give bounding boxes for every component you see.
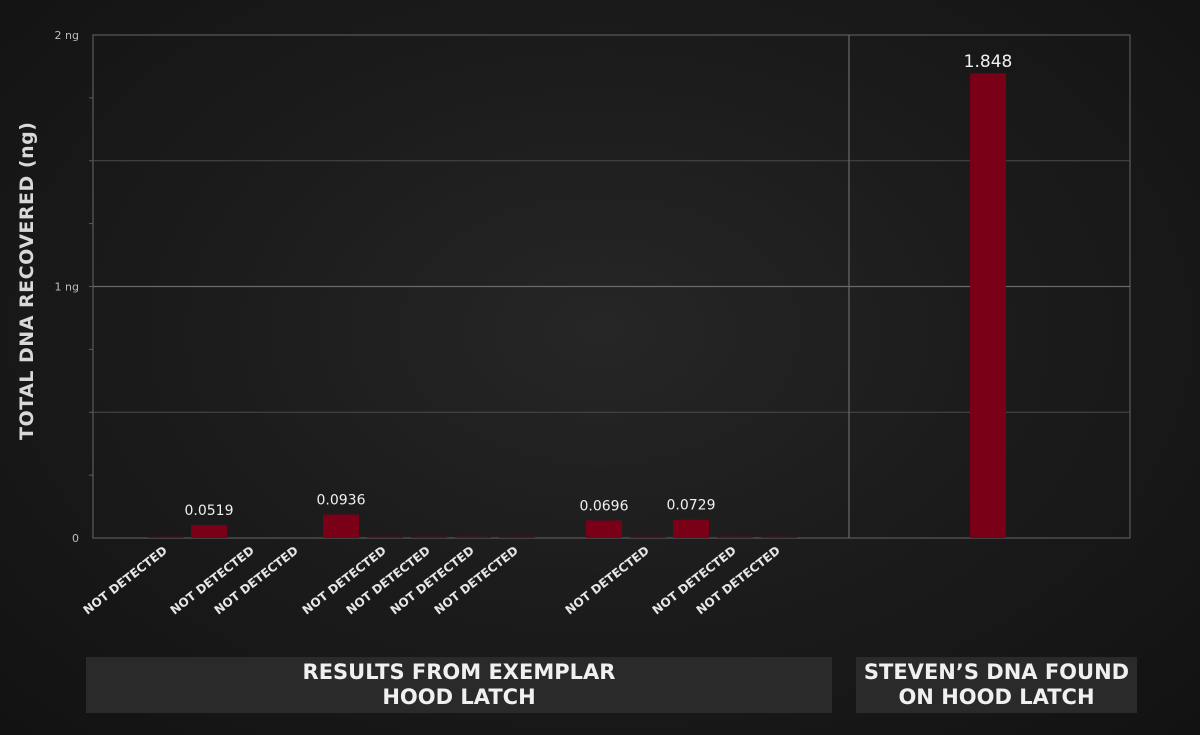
bar-0	[148, 536, 184, 538]
data-label-1: 0.0519	[185, 503, 234, 519]
group-label-exemplar-line1: RESULTS FROM EXEMPLAR	[302, 660, 616, 684]
data-label-4: 0.0936	[317, 492, 366, 508]
bar-10	[630, 536, 666, 538]
category-label-0: NOT DETECTED	[81, 543, 170, 617]
bar-12	[717, 536, 753, 538]
y-axis-label: TOTAL DNA RECOVERED (ng)	[16, 121, 38, 440]
bar-5	[367, 536, 403, 538]
group-label-steven-line2: ON HOOD LATCH	[898, 685, 1095, 709]
group-label-exemplar: RESULTS FROM EXEMPLAR HOOD LATCH	[86, 657, 832, 713]
group-label-steven: STEVEN’S DNA FOUND ON HOOD LATCH	[856, 657, 1137, 713]
bar-14	[970, 73, 1006, 538]
data-label-9: 0.0696	[580, 498, 629, 514]
bar-7	[455, 536, 491, 538]
bar-11	[673, 519, 709, 538]
bar-8	[499, 536, 535, 538]
category-label-10: NOT DETECTED	[563, 543, 652, 617]
y-tick-label-1: 1 ng	[55, 281, 79, 294]
bar-9	[586, 520, 622, 538]
bar-6	[411, 536, 447, 538]
bar-1	[191, 524, 227, 538]
group-label-exemplar-line2: HOOD LATCH	[382, 685, 536, 709]
bar-13	[761, 536, 797, 538]
y-tick-label-2: 2 ng	[55, 29, 79, 42]
group-label-steven-line1: STEVEN’S DNA FOUND	[863, 660, 1130, 684]
y-tick-label-0: 0	[72, 532, 79, 545]
data-label-14: 1.848	[964, 52, 1013, 72]
bar-4	[323, 514, 359, 538]
data-label-11: 0.0729	[667, 498, 716, 514]
